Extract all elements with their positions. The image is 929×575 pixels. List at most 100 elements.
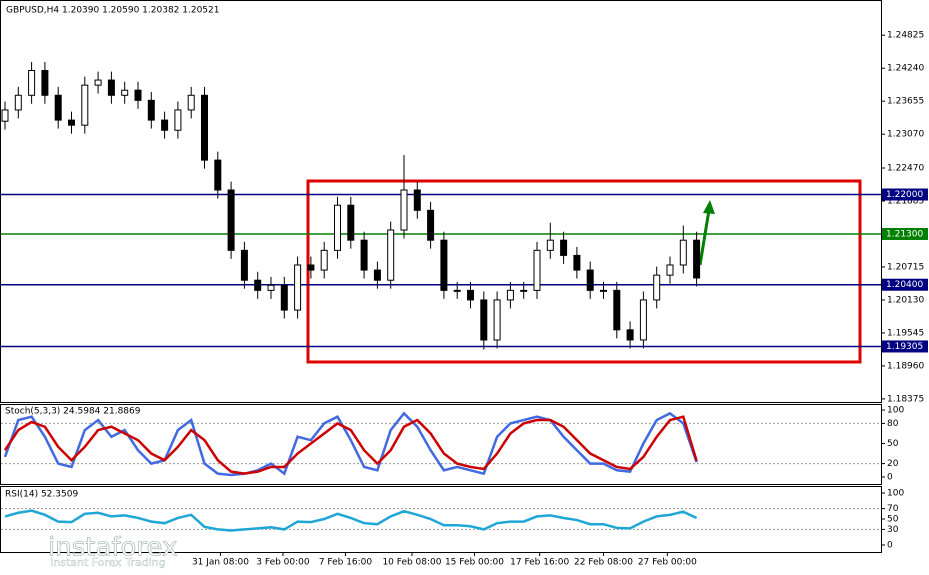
rsi-title: RSI(14) 52.3509 bbox=[5, 490, 78, 500]
candle-body bbox=[254, 279, 262, 291]
candle-body bbox=[666, 264, 674, 276]
candle-body bbox=[413, 189, 421, 211]
y-tick-label: 1.20715 bbox=[887, 262, 924, 272]
level-label: 1.21300 bbox=[886, 229, 923, 239]
arrow bbox=[698, 209, 711, 266]
candle-body bbox=[280, 284, 288, 311]
x-tick-label: 3 Feb 00:00 bbox=[256, 558, 310, 568]
y-tick-label: 30 bbox=[887, 525, 899, 535]
candle-body bbox=[68, 119, 75, 126]
candle-body bbox=[693, 239, 701, 279]
candle-body bbox=[560, 239, 568, 256]
level-label: 1.20400 bbox=[886, 280, 923, 290]
brand: instaforex bbox=[48, 533, 177, 563]
candle-body bbox=[294, 264, 302, 311]
level-tag bbox=[882, 340, 928, 353]
candle-body bbox=[520, 289, 528, 292]
candle-body bbox=[54, 94, 62, 121]
candle-body bbox=[334, 204, 341, 251]
candle-body bbox=[267, 284, 275, 291]
candle-body bbox=[360, 239, 368, 271]
candle-body bbox=[373, 269, 381, 281]
level-tag bbox=[882, 227, 928, 240]
candle-body bbox=[347, 204, 355, 241]
stoch-panel bbox=[0, 404, 882, 485]
x-tick-label: 31 Jan 08:00 bbox=[192, 558, 249, 568]
candle-body bbox=[227, 189, 235, 251]
y-tick-label: 1.22470 bbox=[887, 164, 924, 174]
y-tick-label: 1.24240 bbox=[887, 64, 924, 74]
y-tick-label: 1.23070 bbox=[887, 130, 924, 140]
candle-body bbox=[546, 239, 554, 251]
tagline: Instant Forex Trading bbox=[50, 556, 166, 569]
candle-body bbox=[639, 299, 647, 341]
y-tick-label: 100 bbox=[887, 406, 904, 416]
candle-body bbox=[28, 69, 36, 96]
candle-body bbox=[493, 299, 501, 341]
candle-body bbox=[400, 189, 408, 231]
x-tick-label: 7 Feb 16:00 bbox=[319, 558, 373, 568]
candle-body bbox=[320, 249, 328, 271]
y-tick-label: 50 bbox=[887, 439, 899, 449]
x-tick-label: 10 Feb 08:00 bbox=[382, 558, 441, 568]
candle-body bbox=[613, 289, 621, 331]
candle-body bbox=[161, 119, 169, 131]
candle-body bbox=[467, 289, 474, 301]
stoch-title: Stoch(5,3,3) 24.5984 21.8869 bbox=[5, 407, 141, 417]
y-tick-label: 1.18375 bbox=[887, 394, 924, 404]
arrow-head bbox=[703, 200, 715, 214]
candle-body bbox=[1, 109, 9, 122]
candle-body bbox=[533, 249, 541, 291]
candle-body bbox=[81, 84, 89, 126]
candle-body bbox=[506, 289, 514, 301]
y-tick-label: 1.24825 bbox=[887, 31, 924, 41]
y-tick-label: 1.23655 bbox=[887, 97, 924, 107]
range-box bbox=[306, 179, 862, 364]
y-tick-label: 1.19545 bbox=[887, 328, 924, 338]
y-tick-label: 0 bbox=[887, 473, 893, 483]
candle-body bbox=[14, 94, 22, 111]
candle-body bbox=[600, 289, 607, 292]
x-tick-label: 17 Feb 16:00 bbox=[510, 558, 569, 568]
candle-body bbox=[440, 239, 448, 291]
chart-title: GBPUSD,H4 1.20390 1.20590 1.20382 1.2052… bbox=[6, 6, 219, 16]
candle-body bbox=[653, 274, 661, 301]
candle-body bbox=[679, 239, 687, 266]
candle-body bbox=[187, 94, 195, 111]
candle-body bbox=[427, 209, 435, 241]
y-tick-label: 1.21885 bbox=[887, 197, 924, 207]
candle-body bbox=[121, 89, 129, 96]
x-tick-label: 27 Feb 00:00 bbox=[638, 558, 697, 568]
level-tag bbox=[882, 188, 928, 201]
y-tick-label: 1.20130 bbox=[887, 295, 924, 305]
y-tick-label: 0 bbox=[887, 541, 893, 551]
level-label: 1.19305 bbox=[886, 342, 923, 352]
indicator-line bbox=[4, 509, 698, 532]
candle-body bbox=[480, 299, 488, 341]
candle-body bbox=[107, 79, 115, 96]
y-tick-label: 70 bbox=[887, 504, 899, 514]
y-tick-label: 100 bbox=[887, 489, 904, 499]
candle-body bbox=[387, 229, 395, 281]
candle-body bbox=[201, 94, 208, 161]
candle-body bbox=[174, 109, 182, 131]
level-label: 1.22000 bbox=[886, 190, 923, 200]
y-tick-label: 20 bbox=[887, 459, 899, 469]
level-tag bbox=[882, 278, 928, 291]
candle-body bbox=[240, 249, 248, 281]
candle-body bbox=[214, 159, 222, 191]
candle-body bbox=[573, 254, 581, 271]
y-tick-label: 1.18960 bbox=[887, 361, 924, 371]
y-tick-label: 50 bbox=[887, 515, 899, 525]
y-tick-label: 80 bbox=[887, 419, 899, 429]
candle-body bbox=[586, 269, 594, 291]
candle-body bbox=[94, 79, 102, 86]
indicator-line bbox=[3, 415, 698, 475]
candle-body bbox=[626, 329, 634, 341]
candle-body bbox=[134, 89, 142, 101]
x-tick-label: 22 Feb 08:00 bbox=[574, 558, 633, 568]
candle-body bbox=[41, 69, 49, 96]
candle-body bbox=[147, 99, 155, 121]
